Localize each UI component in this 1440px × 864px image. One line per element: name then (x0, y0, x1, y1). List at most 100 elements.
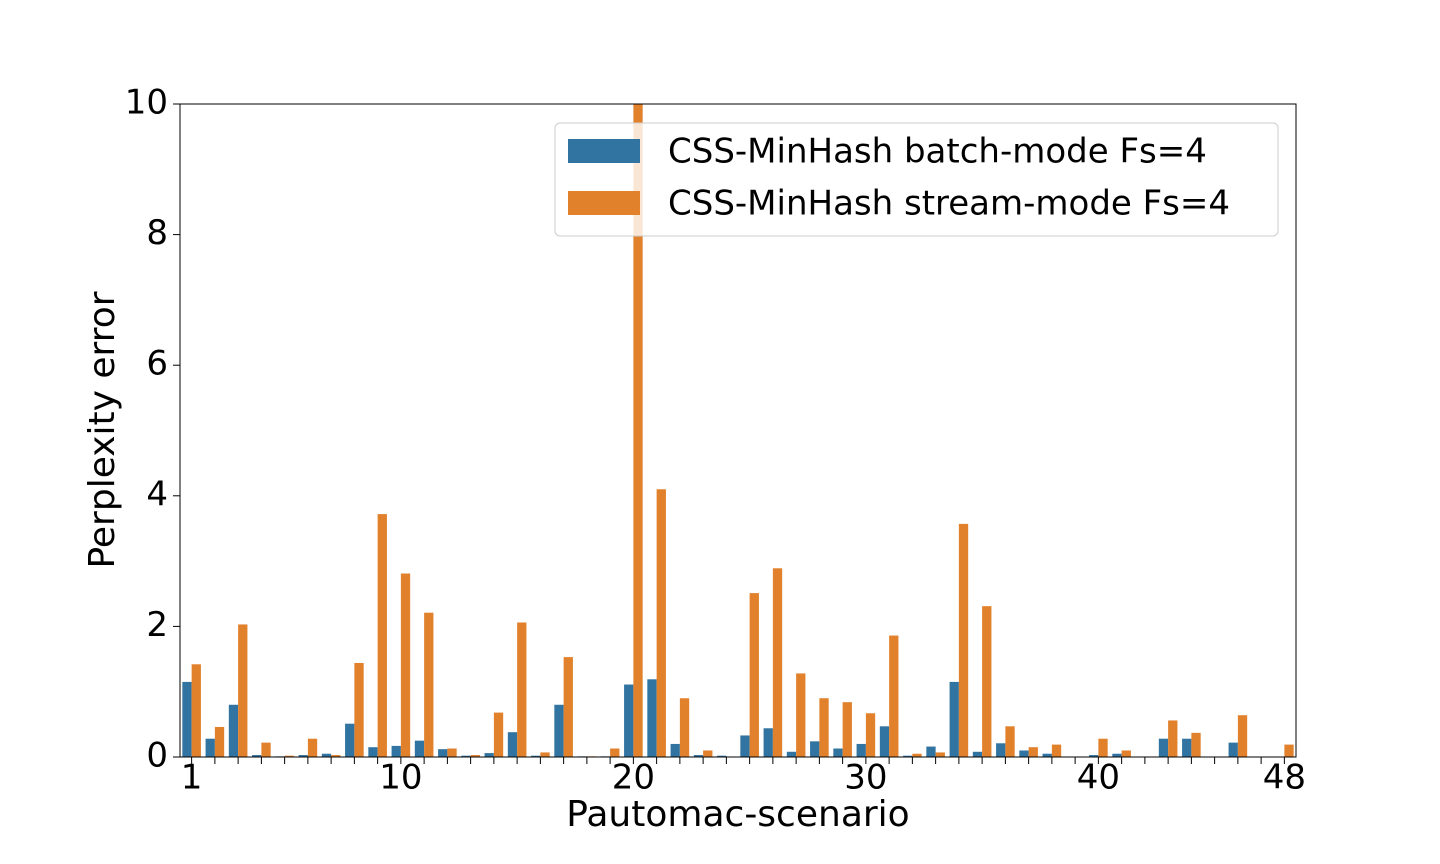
y-tick-label: 2 (146, 605, 168, 645)
bar (912, 753, 922, 757)
x-tick-label: 1 (181, 758, 203, 798)
bar (796, 673, 806, 757)
bar (298, 755, 308, 757)
bar (205, 738, 215, 757)
bar (400, 573, 411, 757)
bar (903, 755, 913, 757)
legend-label: CSS-MinHash batch-mode Fs=4 (668, 132, 1207, 172)
bar (461, 755, 471, 757)
bar (833, 748, 843, 757)
bar (693, 755, 704, 757)
bar (717, 755, 727, 757)
bar (354, 662, 364, 757)
bar (493, 712, 504, 757)
legend-box (554, 122, 1279, 237)
bar (1028, 747, 1038, 757)
bar (1284, 744, 1294, 757)
y-tick-label: 10 (125, 83, 168, 123)
bar (633, 104, 643, 757)
y-tick-label: 8 (146, 213, 168, 253)
bar (284, 755, 294, 757)
bar (949, 681, 959, 757)
bar (1121, 750, 1131, 757)
y-tick-label: 6 (146, 344, 168, 384)
bar (238, 624, 248, 757)
x-tick-label: 10 (379, 758, 422, 798)
x-tick-label: 48 (1263, 758, 1306, 798)
x-tick-label: 30 (844, 758, 887, 798)
bar (647, 679, 657, 757)
y-axis-label: Perplexity error (82, 291, 123, 568)
legend-swatch (568, 191, 640, 215)
bar (856, 743, 866, 757)
bar (252, 755, 262, 757)
bar (424, 612, 434, 757)
bar (879, 726, 890, 757)
bar (740, 735, 750, 757)
bar (982, 606, 992, 757)
bar (182, 681, 192, 757)
bar (507, 732, 518, 757)
bar (563, 657, 573, 757)
bar (1228, 742, 1238, 757)
bar (1191, 732, 1201, 757)
bar (1019, 750, 1029, 757)
bar (1042, 753, 1052, 757)
bar (865, 713, 876, 757)
bar (889, 635, 899, 757)
bar (540, 752, 550, 757)
bar (414, 740, 425, 757)
bar (958, 523, 969, 757)
bar (377, 514, 387, 757)
bar (679, 698, 690, 757)
legend-label: CSS-MinHash stream-mode Fs=4 (668, 184, 1230, 224)
bar (786, 751, 797, 757)
bar (749, 593, 759, 757)
bar (1168, 720, 1178, 757)
bar (1158, 738, 1169, 757)
bar (819, 698, 829, 757)
bar (1112, 753, 1122, 757)
bar (935, 752, 945, 757)
bars (182, 104, 1294, 757)
bar (842, 702, 852, 757)
bar (810, 741, 820, 757)
bar (1098, 738, 1108, 757)
bar (656, 489, 666, 757)
bar (703, 750, 713, 757)
bar (307, 738, 318, 757)
bar (1089, 755, 1099, 757)
bar (670, 743, 680, 757)
bar (610, 748, 620, 757)
bar (996, 743, 1006, 757)
bar (763, 728, 773, 757)
x-tick-label: 20 (612, 758, 655, 798)
bar (391, 745, 401, 757)
bar (470, 755, 480, 757)
bar (1237, 715, 1248, 757)
bar (228, 704, 239, 757)
bar (772, 568, 783, 757)
bar (368, 747, 378, 757)
bar (972, 751, 983, 757)
legend-swatch (568, 139, 640, 163)
bar (438, 749, 448, 757)
bar (1182, 738, 1192, 757)
bar (214, 726, 225, 757)
bar (517, 622, 527, 757)
bar (624, 684, 634, 757)
bar (554, 704, 564, 757)
x-tick-label: 40 (1077, 758, 1120, 798)
bar (1005, 726, 1015, 757)
bar (331, 755, 341, 757)
bar (1051, 744, 1062, 757)
y-tick-label: 4 (146, 474, 168, 514)
y-tick-label: 0 (146, 736, 168, 776)
bar (447, 748, 457, 757)
bar (926, 746, 936, 757)
bar (321, 753, 332, 757)
bar (484, 753, 494, 757)
plot-frame (179, 103, 1297, 758)
x-axis-label: Pautomac-scenario (566, 794, 909, 835)
